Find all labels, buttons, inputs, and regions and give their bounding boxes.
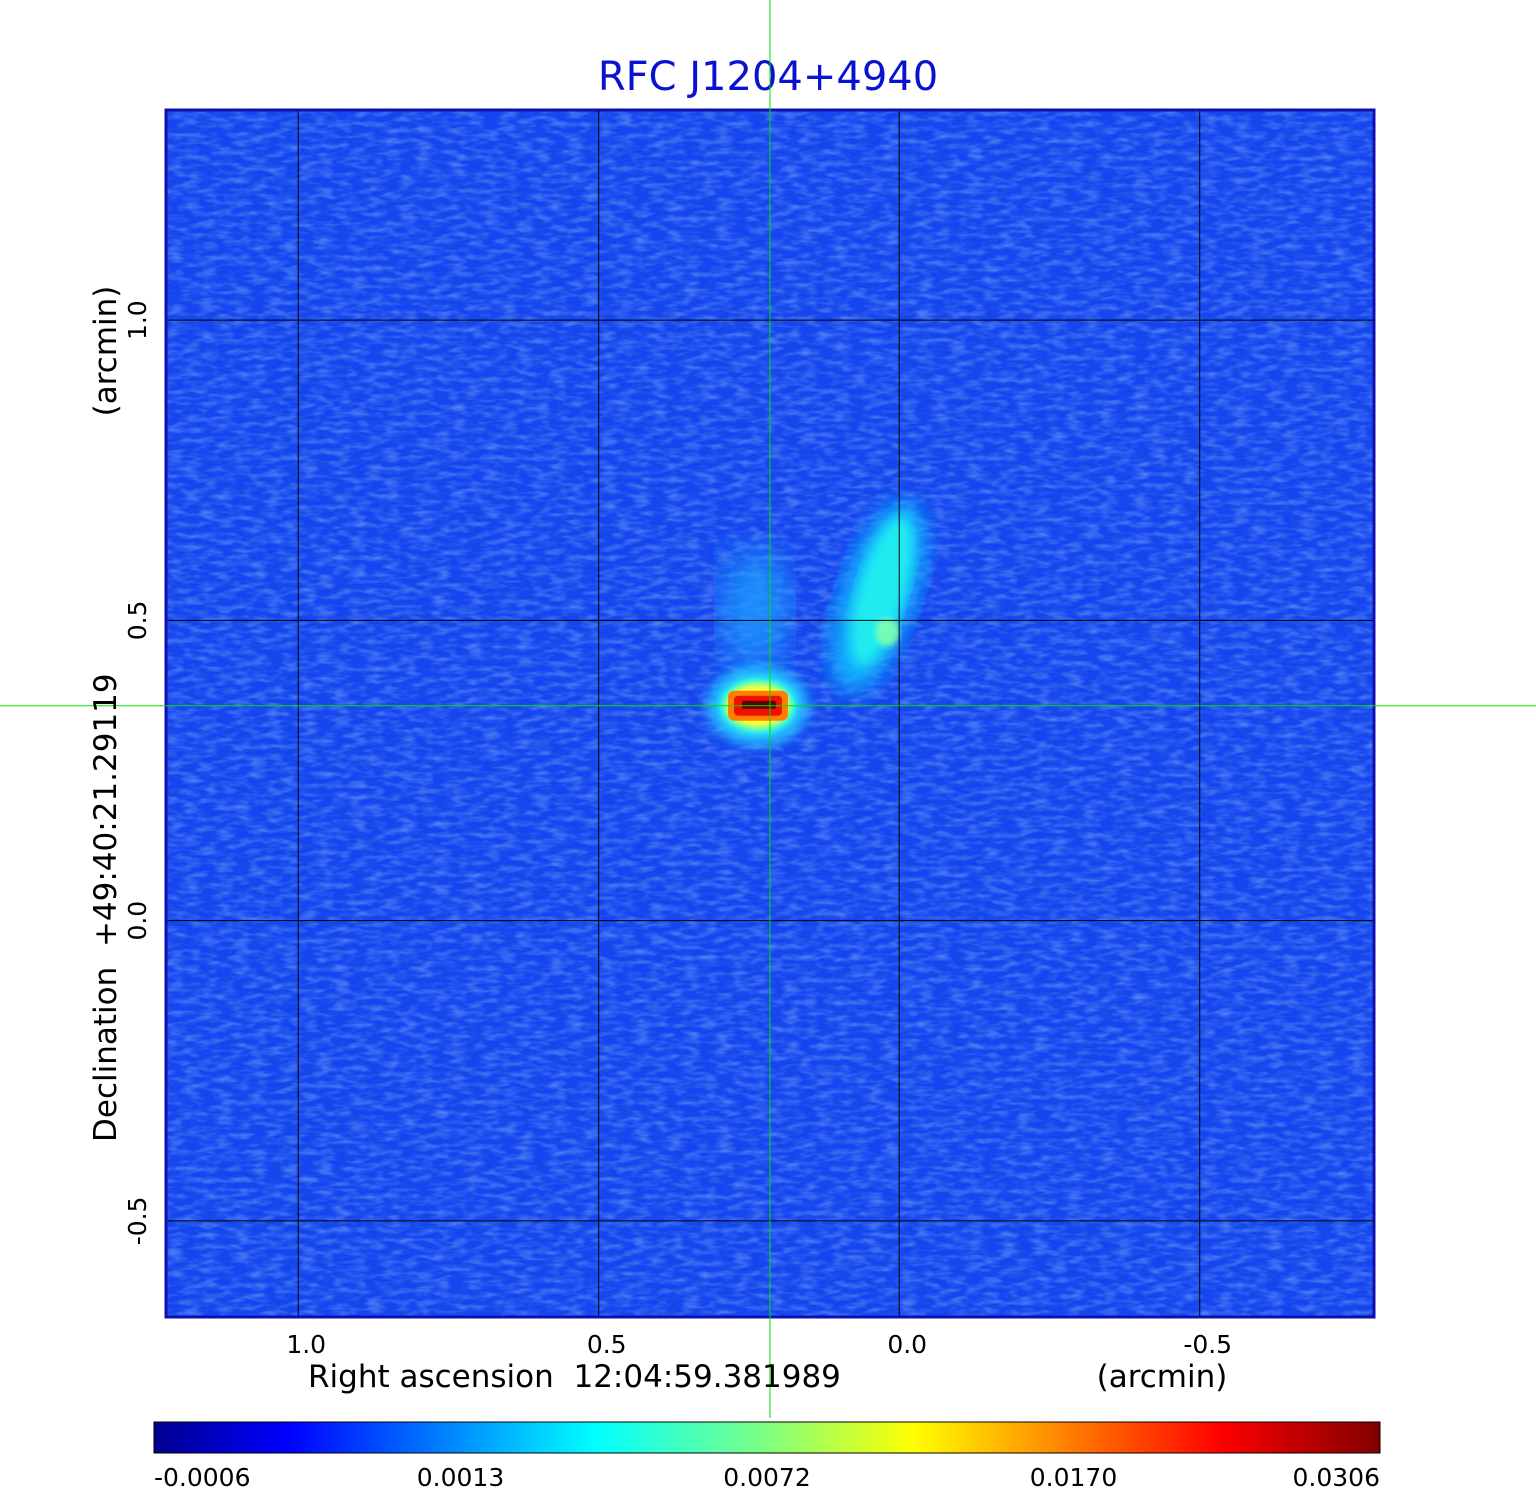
colorbar-tick-label-3: 0.0170 <box>1030 1463 1117 1492</box>
x-tick-label-2: 0.0 <box>887 1330 927 1359</box>
colorbar: -0.0006 0.0013 0.0072 0.0170 0.0306 <box>153 1421 1381 1492</box>
x-axis-label: Right ascension 12:04:59.381989 <box>308 1359 841 1395</box>
colorbar-gradient <box>153 1421 1381 1454</box>
chart-title: RFC J1204+4940 <box>598 54 938 100</box>
colorbar-tick-label-4: 0.0306 <box>1293 1463 1380 1492</box>
y-tick-label-0: 1.0 <box>123 300 152 340</box>
x-axis-unit: (arcmin) <box>1097 1359 1228 1395</box>
x-tick-label-1: 0.5 <box>587 1330 627 1359</box>
crosshair <box>0 0 1536 1418</box>
colorbar-tick-label-0: -0.0006 <box>154 1463 251 1492</box>
y-tick-label-2: 0.0 <box>123 901 152 941</box>
y-tick-label-1: 0.5 <box>123 601 152 641</box>
y-axis-label: Declination +49:40:21.29119 <box>88 673 124 1142</box>
colorbar-tick-labels: -0.0006 0.0013 0.0072 0.0170 0.0306 <box>154 1463 1380 1492</box>
x-tick-label-3: -0.5 <box>1183 1330 1232 1359</box>
jet-lobe-peak <box>875 618 900 647</box>
colorbar-tick-label-1: 0.0013 <box>417 1463 504 1492</box>
diffuse-emission <box>720 548 789 669</box>
core-peak <box>741 700 776 709</box>
y-tick-label-3: -0.5 <box>123 1197 152 1246</box>
jet-lobe-inner <box>850 515 914 667</box>
x-tick-label-0: 1.0 <box>286 1330 326 1359</box>
emission-features <box>707 500 926 746</box>
colorbar-tick-label-2: 0.0072 <box>723 1463 810 1492</box>
x-tick-labels: 1.0 0.5 0.0 -0.5 <box>286 1330 1232 1359</box>
y-tick-labels: 1.0 0.5 0.0 -0.5 <box>123 300 152 1245</box>
y-axis-unit: (arcmin) <box>88 286 124 417</box>
